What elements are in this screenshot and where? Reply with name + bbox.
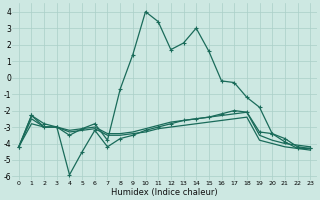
- X-axis label: Humidex (Indice chaleur): Humidex (Indice chaleur): [111, 188, 218, 197]
